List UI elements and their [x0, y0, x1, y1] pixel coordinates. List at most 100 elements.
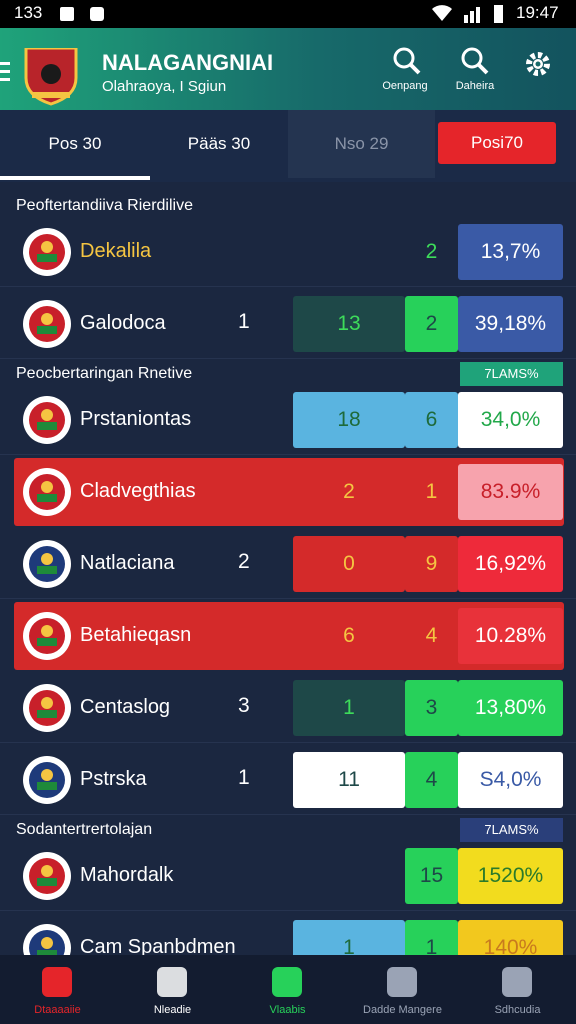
logo: [0, 48, 78, 106]
team-badge: [23, 396, 71, 444]
nav-item[interactable]: Sdhcudia: [460, 955, 575, 1024]
team-row: Betahieqasn 6 4 10.28%: [14, 602, 564, 670]
tab[interactable]: Posi70: [438, 122, 556, 164]
stat-cell: 0: [293, 536, 405, 592]
section-header: Sodantertrertolajan 7LAMS%: [0, 818, 576, 842]
stat-cell: 4: [425, 624, 438, 647]
team-badge: [23, 756, 71, 804]
team-badge: [23, 924, 71, 955]
app-title: NALAGANGNIAI: [102, 50, 274, 75]
team-rank: 3: [238, 694, 250, 717]
nav-label[interactable]: Nleadie: [153, 1004, 192, 1016]
team-name[interactable]: Galodoca: [80, 312, 166, 334]
team-name[interactable]: Cam Spanbdmen: [80, 936, 236, 955]
nav-label[interactable]: Dadde Mangere: [363, 1004, 442, 1016]
bottom-nav: Dtaaaaiie Nleadie Vlaabis Dadde Mangere Sdhc…: [0, 955, 576, 1024]
stat-cell: 4: [405, 752, 458, 808]
stat-cell: 1: [405, 920, 458, 955]
team-name[interactable]: Prstaniontas: [80, 408, 192, 430]
team-badge: [23, 540, 71, 588]
nav-item[interactable]: Vlaabis: [230, 955, 345, 1024]
section-title: Peoftertandiiva Rierdilive: [16, 197, 193, 214]
team-badge: [23, 612, 71, 660]
stat-cell: 1520%: [458, 848, 563, 904]
stat-cell: 34,0%: [458, 392, 563, 448]
section-header: Peocbertaringan Rnetive 7LAMS%: [0, 362, 576, 386]
team-row: Galodoca 1 13 2 39,18%: [0, 290, 576, 359]
team-rank: 2: [238, 550, 250, 573]
team-row: Centaslog 3 1 3 13,80%: [0, 674, 576, 743]
stat-cell: 2: [343, 480, 355, 503]
team-row: Mahordalk 15 1520%: [0, 842, 576, 911]
stat-cell: 9: [405, 536, 458, 592]
tab-indicator: [0, 176, 150, 180]
team-rank: 1: [238, 310, 250, 333]
stat-cell: 1: [425, 480, 438, 503]
team-name[interactable]: Betahieqasn: [80, 624, 192, 646]
nav-item[interactable]: Dtaaaaiie: [0, 955, 115, 1024]
stat-cell: S4,0%: [458, 752, 563, 808]
status-left: 133: [14, 3, 43, 22]
nav-icon: [387, 967, 417, 997]
tab[interactable]: Nso 29: [288, 110, 435, 178]
team-name[interactable]: Pstrska: [80, 768, 147, 790]
stat-cell: 18: [293, 392, 405, 448]
stat-cell: 2: [425, 240, 438, 263]
stat-cell: 6: [343, 624, 355, 647]
section-title: Peocbertaringan Rnetive: [16, 365, 193, 382]
nav-icon: [157, 967, 187, 997]
nav-icon: [272, 967, 302, 997]
nav-item[interactable]: Nleadie: [115, 955, 230, 1024]
tab-bar: Pos 30 Pääs 30 Nso 29 Posi70: [0, 110, 576, 182]
settings-icon[interactable]: [524, 50, 552, 78]
nav-icon: [502, 967, 532, 997]
stat-cell: 6: [405, 392, 458, 448]
stat-cell: 13: [293, 296, 405, 352]
app-subtitle: Olahraoya, I Sgiun: [102, 78, 227, 95]
search-icon[interactable]: [392, 46, 422, 76]
team-name[interactable]: Cladvegthias: [80, 480, 196, 502]
status-bar: 133 19:47: [0, 0, 576, 28]
signal-icons: [432, 5, 503, 23]
nav-label[interactable]: Sdhcudia: [494, 1004, 541, 1016]
status-icons: [60, 7, 104, 21]
stat-cell: 39,18%: [458, 296, 563, 352]
team-name[interactable]: Mahordalk: [80, 864, 174, 886]
tab[interactable]: Pos 30: [48, 134, 102, 153]
team-row: Pstrska 1 11 4 S4,0%: [0, 746, 576, 815]
action-label[interactable]: Oenpang: [382, 80, 428, 92]
section-tag: 7LAMS%: [460, 362, 563, 386]
app-header: NALAGANGNIAI Olahraoya, I Sgiun Oenpang …: [0, 28, 576, 110]
stat-cell: 140%: [458, 920, 563, 955]
team-name[interactable]: Natlaciana: [80, 552, 175, 574]
team-name[interactable]: Centaslog: [80, 696, 171, 718]
stat-cell: 1: [293, 680, 405, 736]
stat-cell: 13,80%: [458, 680, 563, 736]
nav-label[interactable]: Vlaabis: [269, 1004, 306, 1016]
team-row: Dekalila 2 13,7%: [0, 218, 576, 287]
nav-item[interactable]: Dadde Mangere: [345, 955, 460, 1024]
team-rank: 1: [238, 766, 250, 789]
action-label[interactable]: Daheira: [455, 80, 495, 92]
team-row: Cladvegthias 2 1 83.9%: [14, 458, 564, 526]
team-badge: [23, 684, 71, 732]
search-icon[interactable]: [460, 46, 490, 76]
nav-icon: [42, 967, 72, 997]
stat-cell: 83.9%: [458, 464, 563, 520]
team-name[interactable]: Dekalila: [80, 240, 152, 262]
standings-list: Peoftertandiiva Rierdilive Dekalila 2 13,7%…: [0, 186, 576, 955]
team-badge: [23, 468, 71, 516]
team-badge: [23, 300, 71, 348]
stat-cell: 1: [293, 920, 405, 955]
tab[interactable]: Pääs 30: [187, 134, 251, 153]
team-row: Prstaniontas 18 6 34,0%: [0, 386, 576, 455]
section-tag: 7LAMS%: [460, 818, 563, 842]
team-row: Cam Spanbdmen 1 1 140%: [0, 914, 576, 955]
nav-label[interactable]: Dtaaaaiie: [34, 1004, 81, 1016]
stat-cell: 16,92%: [458, 536, 563, 592]
stat-cell: 3: [405, 680, 458, 736]
stat-cell: 11: [293, 752, 405, 808]
team-row: Natlaciana 2 0 9 16,92%: [0, 530, 576, 599]
team-badge: [23, 228, 71, 276]
stat-cell: 15: [405, 848, 458, 904]
